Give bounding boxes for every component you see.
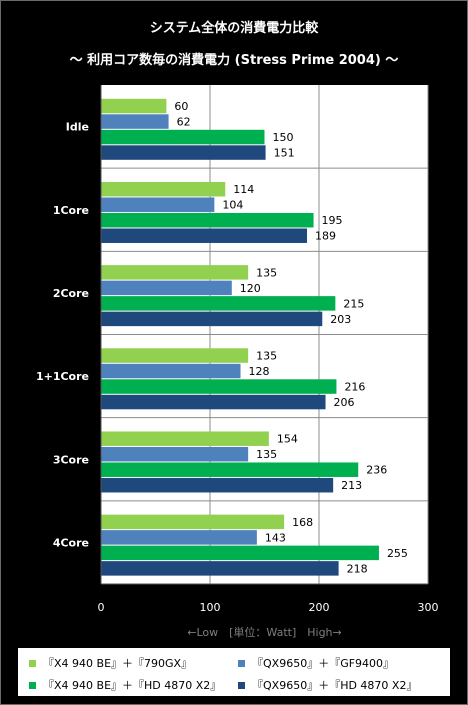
data-label: 150: [273, 131, 294, 144]
legend-label: 『QX9650』＋『GF9400』: [252, 657, 395, 670]
data-label: 216: [344, 381, 365, 394]
data-label: 236: [366, 464, 387, 477]
bar: [101, 129, 265, 145]
bar: [101, 311, 323, 327]
legend-label: 『QX9650』＋『HD 4870 X2』: [252, 679, 418, 692]
legend-label: 『X4 940 BE』＋『HD 4870 X2』: [43, 679, 222, 692]
bar: [101, 181, 226, 197]
legend-swatch: [29, 681, 36, 689]
category-label: 4Core: [53, 536, 89, 549]
bar: [101, 477, 334, 493]
chart-subtitle: ～ 利用コア数毎の消費電力 (Stress Prime 2004) ～: [69, 53, 399, 68]
data-label: 128: [249, 365, 270, 378]
category-label: Idle: [66, 121, 89, 134]
legend: 『X4 940 BE』＋『790GX』 『QX9650』＋『GF9400』『X4 …: [18, 648, 450, 696]
data-label: 114: [233, 183, 254, 196]
category-label: 1Core: [53, 204, 89, 217]
bar: [101, 265, 249, 280]
data-label: 104: [222, 199, 243, 212]
bar: [101, 462, 359, 477]
data-label: 203: [330, 313, 351, 326]
axis-unit-note: ←Low [単位：Watt] High→: [187, 625, 342, 639]
bar: [101, 98, 167, 114]
bar: [101, 348, 249, 363]
legend-item: 『X4 940 BE』＋『790GX』: [29, 655, 192, 671]
data-label: 154: [277, 433, 298, 446]
bar: [101, 545, 379, 561]
bar: [101, 114, 169, 129]
data-label: 195: [322, 214, 343, 227]
data-label: 120: [240, 282, 261, 295]
bar: [101, 530, 257, 545]
bar: [101, 280, 232, 296]
data-label: 218: [347, 562, 368, 575]
bar: [101, 431, 269, 446]
data-label: 60: [174, 100, 188, 113]
x-tick-label: 200: [309, 601, 330, 614]
data-label: 215: [343, 297, 364, 310]
legend-swatch: [29, 659, 36, 667]
chart-title: システム全体の消費電力比較: [149, 21, 319, 36]
bar: [101, 212, 314, 228]
data-label: 168: [292, 516, 313, 529]
data-label: 135: [256, 448, 277, 461]
data-label: 135: [256, 350, 277, 363]
data-label: 62: [177, 116, 191, 129]
data-label: 151: [274, 147, 295, 160]
legend-item: 『QX9650』＋『GF9400』: [238, 655, 394, 671]
category-label: 1+1Core: [36, 370, 89, 383]
bar: [101, 197, 215, 212]
legend-label: 『X4 940 BE』＋『790GX』: [43, 657, 193, 670]
bar: [101, 228, 308, 243]
data-label: 213: [341, 479, 362, 492]
x-tick-label: 300: [418, 601, 439, 614]
x-tick-label: 0: [98, 601, 105, 614]
data-label: 135: [256, 266, 277, 279]
bar: [101, 514, 285, 530]
bar: [101, 446, 249, 462]
x-tick-label: 100: [200, 601, 221, 614]
legend-swatch: [238, 681, 245, 689]
bar: [101, 379, 337, 394]
data-label: 255: [387, 547, 408, 560]
bar: [101, 394, 326, 410]
data-label: 143: [265, 531, 286, 544]
bar: [101, 296, 336, 311]
legend-item: 『X4 940 BE』＋『HD 4870 X2』: [29, 677, 221, 693]
data-label: 189: [315, 230, 336, 243]
legend-swatch: [238, 659, 245, 667]
data-label: 206: [334, 396, 355, 409]
legend-item: 『QX9650』＋『HD 4870 X2』: [238, 677, 417, 693]
bar: [101, 363, 241, 379]
category-label: 3Core: [53, 453, 89, 466]
bar: [101, 145, 266, 160]
bar: [101, 561, 339, 576]
category-label: 2Core: [53, 287, 89, 300]
